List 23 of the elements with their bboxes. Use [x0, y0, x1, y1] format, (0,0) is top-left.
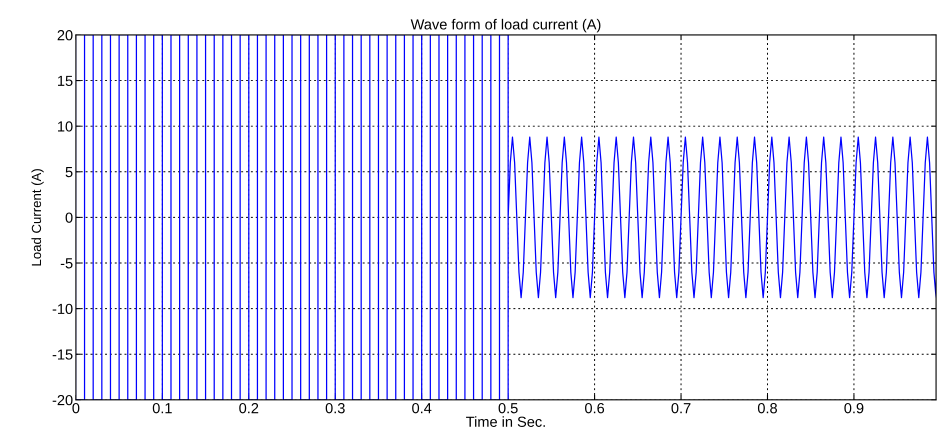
y-tick-label: 0	[66, 212, 73, 223]
y-axis-title: Load Current (A)	[31, 169, 44, 266]
x-tick-label: 0.5	[498, 403, 518, 414]
x-axis-title: Time in Sec.	[466, 416, 545, 427]
x-tick-label: 0	[72, 403, 80, 414]
x-tick-label: 0.7	[671, 403, 690, 414]
x-tick-label: 0.2	[239, 403, 258, 414]
x-tick-label: 0.8	[758, 403, 777, 414]
y-tick-label: 10	[58, 121, 73, 132]
x-tick-label: 0.1	[152, 403, 172, 414]
y-tick-label: -15	[52, 349, 73, 360]
line-series	[76, 34, 936, 400]
y-tick-label: -5	[60, 258, 73, 268]
chart-title: Wave form of load current (A)	[410, 18, 600, 32]
y-tick-label: -10	[52, 304, 73, 314]
x-tick-label: 0.3	[326, 403, 345, 414]
y-tick-label: 5	[66, 167, 73, 178]
x-tick-label: 0.6	[585, 403, 604, 414]
y-tick-label: 15	[58, 76, 73, 86]
x-tick-label: 0.4	[412, 403, 432, 414]
x-tick-label: 0.9	[844, 403, 864, 414]
y-tick-label: 20	[58, 30, 73, 40]
y-tick-label: -20	[52, 394, 73, 406]
